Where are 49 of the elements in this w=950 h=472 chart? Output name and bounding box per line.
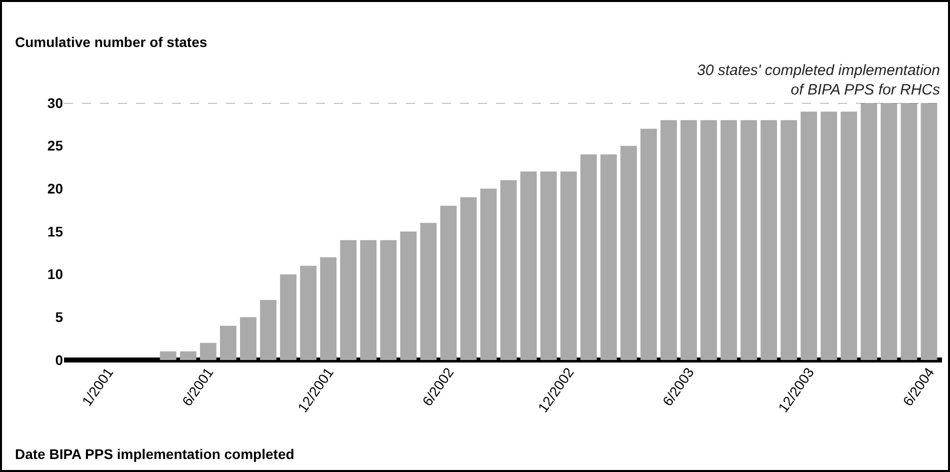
- y-tick-label: 10: [47, 266, 64, 282]
- bar: [900, 103, 918, 360]
- bar: [800, 112, 818, 360]
- bar: [860, 103, 878, 360]
- bar: [400, 232, 417, 360]
- bar: [700, 120, 717, 360]
- y-tick-label: 25: [47, 138, 64, 154]
- y-tick-label: 0: [55, 352, 64, 368]
- bar: [640, 128, 657, 360]
- bar: [380, 240, 397, 360]
- bar: [760, 120, 778, 360]
- bar: [720, 120, 737, 360]
- bar: [200, 342, 216, 360]
- bar: [920, 103, 938, 360]
- bar: [680, 120, 697, 360]
- bar: [160, 351, 176, 360]
- bar: [820, 112, 838, 360]
- bar: [180, 351, 196, 360]
- x-axis-title: Date BIPA PPS implementation completed: [15, 446, 294, 462]
- bar: [420, 222, 437, 360]
- bar: [580, 154, 597, 360]
- bar: [360, 240, 377, 360]
- bar: [240, 317, 256, 360]
- bar: [540, 172, 557, 360]
- bar: [660, 120, 677, 360]
- bar: [620, 146, 637, 360]
- y-tick-label: 5: [55, 309, 64, 326]
- bar: [880, 103, 898, 360]
- bar: [280, 274, 296, 360]
- bar: [780, 120, 798, 360]
- bar: [320, 257, 337, 360]
- bar: [340, 240, 357, 360]
- bar: [480, 188, 497, 360]
- bar: [560, 172, 577, 360]
- bar: [460, 197, 477, 360]
- y-tick-label: 20: [47, 180, 64, 197]
- bar: [840, 112, 858, 360]
- y-axis-title: Cumulative number of states: [15, 34, 208, 50]
- bar: [260, 300, 276, 360]
- bar: [440, 206, 457, 360]
- bar: [520, 172, 537, 360]
- bar: [500, 180, 517, 360]
- bar: [600, 154, 617, 360]
- y-tick-label: 15: [47, 223, 64, 240]
- bar: [220, 326, 236, 360]
- bar: [740, 120, 757, 360]
- y-tick-label: 30: [47, 94, 64, 111]
- bar: [300, 266, 316, 360]
- ref-line-label: 30 states' completed implementation of BIPA PPS for RHCs: [697, 62, 940, 98]
